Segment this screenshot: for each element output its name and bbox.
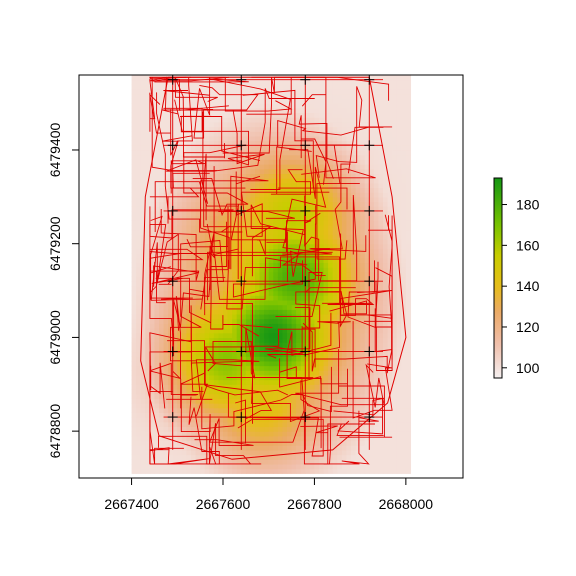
sample-point: [300, 412, 311, 423]
sample-point: [236, 276, 247, 287]
x-tick-label: 2668000: [379, 496, 434, 512]
legend-tick-label: 100: [516, 360, 540, 376]
sample-point: [236, 74, 247, 85]
sample-point: [300, 276, 311, 287]
x-tick-label: 2667400: [104, 496, 159, 512]
sample-point: [167, 205, 178, 216]
x-axis: 2667400 2667600 2667800 2668000: [104, 477, 434, 512]
sample-point: [236, 140, 247, 151]
sample-point: [364, 74, 375, 85]
sample-point: [364, 205, 375, 216]
x-tick-label: 2667800: [287, 496, 342, 512]
legend-tick-label: 120: [516, 319, 540, 335]
sample-point: [364, 140, 375, 151]
sample-point: [300, 346, 311, 357]
sample-point: [167, 412, 178, 423]
sample-point: [300, 74, 311, 85]
sample-point: [236, 412, 247, 423]
y-tick-label: 6479000: [47, 310, 63, 365]
legend-tick-label: 180: [516, 197, 540, 213]
legend-tick-label: 160: [516, 237, 540, 253]
sample-point: [236, 205, 247, 216]
y-tick-label: 6479200: [47, 216, 63, 271]
sample-point: [236, 346, 247, 357]
sample-point: [167, 140, 178, 151]
sample-point: [364, 276, 375, 287]
track-lines: [140, 76, 407, 465]
color-legend: 100 120 140 160 180: [493, 177, 540, 379]
legend-colorbar: [493, 177, 503, 379]
sample-points: [167, 74, 375, 423]
sample-point: [167, 346, 178, 357]
sample-point: [167, 74, 178, 85]
y-tick-label: 6478800: [47, 404, 63, 459]
y-axis: 6478800 6479000 6479200 6479400: [47, 123, 80, 459]
y-tick-label: 6479400: [47, 123, 63, 178]
sample-point: [364, 412, 375, 423]
sample-point: [167, 276, 178, 287]
x-tick-label: 2667600: [196, 496, 251, 512]
legend-tick-label: 140: [516, 278, 540, 294]
sample-point: [300, 140, 311, 151]
sample-point: [364, 346, 375, 357]
sample-point: [300, 205, 311, 216]
